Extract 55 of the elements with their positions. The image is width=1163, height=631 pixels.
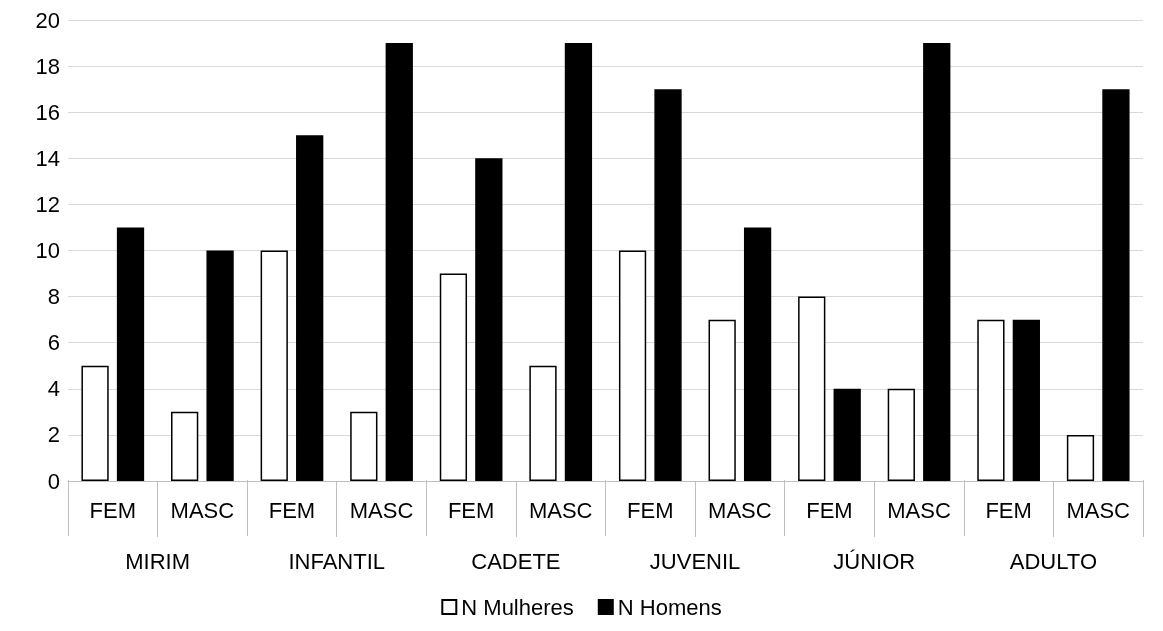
y-tick-label: 2 [47,422,60,448]
text: JÚNIOR [833,548,916,574]
x-tick-label: MASC [708,497,772,523]
bar [618,250,647,481]
text: INFANTIL [288,548,386,574]
x-tick-label: FEM [89,497,137,523]
bar [977,319,1005,481]
y-tick-label: 0 [47,468,60,494]
legend-label: N Homens [617,594,722,620]
bar [529,365,557,481]
text: JUVENIL [649,548,741,574]
y-tick-label: 14 [35,145,60,171]
bar [439,273,468,481]
bar [1102,89,1130,481]
bar [385,43,413,481]
legend-label: N Mulheres [461,594,574,620]
y-tick-label: 10 [35,238,60,263]
y-tick-label: 20 [35,7,60,33]
y-tick-label: 4 [47,376,60,402]
x-tick-label: FEM [985,497,1032,523]
bar [116,227,145,481]
bar [260,250,288,481]
x-tick-label: MASC [349,497,414,523]
bar [350,411,378,481]
y-tick-label: 16 [35,99,60,125]
x-tick-label: MASC [1066,497,1131,523]
bar [708,319,736,481]
bar [1066,434,1095,481]
x-tick-label: MASC [887,497,951,523]
text: ADULTO [1009,548,1098,574]
text: MIRIM [125,548,190,574]
bar [171,411,199,481]
x-tick-label: MASC [170,497,235,523]
y-tick-label: 6 [47,330,60,356]
bar [798,296,826,481]
bar [564,43,593,481]
bar [923,43,951,481]
x-tick-label: MASC [528,497,593,523]
x-tick-label: FEM [627,497,674,523]
bar [206,250,234,481]
bar [296,135,324,481]
y-tick-label: 12 [35,191,60,217]
text: CADETE [471,548,561,574]
bar [1012,319,1040,481]
y-tick-label: 8 [47,284,60,310]
bar [833,388,861,481]
x-tick-label: FEM [447,497,495,523]
bar [81,365,109,481]
bar [654,89,682,481]
bar [887,388,915,481]
y-tick-label: 18 [35,53,60,79]
bar [743,227,772,481]
x-tick-label: FEM [268,497,316,523]
bar [475,158,503,481]
x-tick-label: FEM [806,497,853,523]
